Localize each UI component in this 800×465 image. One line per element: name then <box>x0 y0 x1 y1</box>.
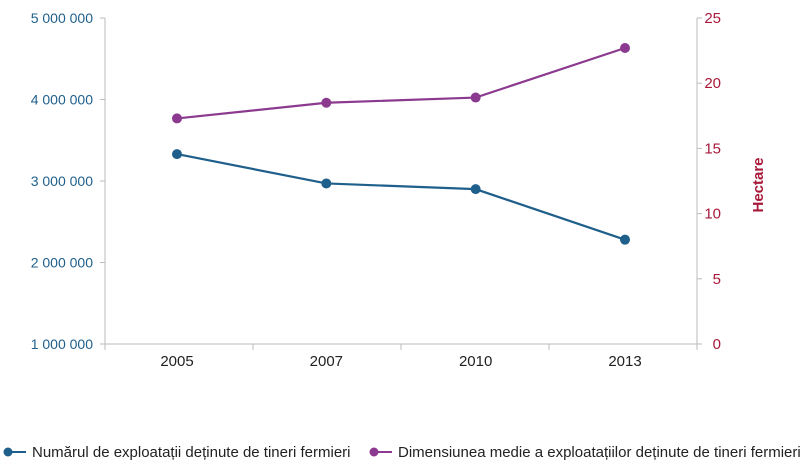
right-tick-label: 20 <box>704 75 721 92</box>
right-axis-title: Hectare <box>750 157 767 212</box>
tick-labels: 1 000 000 2 000 000 3 000 000 4 000 000 5 00… <box>31 10 767 370</box>
data-point <box>172 149 182 160</box>
axes <box>100 17 702 350</box>
x-tick-label: 2010 <box>459 353 492 370</box>
series-lines <box>172 42 630 245</box>
left-tick-label: 4 000 000 <box>31 92 93 108</box>
right-tick-label: 10 <box>704 206 721 223</box>
x-tick-label: 2013 <box>608 353 641 370</box>
series-line-1 <box>176 153 626 241</box>
left-tick-label: 2 000 000 <box>31 255 93 271</box>
right-tick-label: 15 <box>704 140 721 157</box>
x-tick-label: 2005 <box>160 353 193 370</box>
legend: Numărul de exploatații deținute de tiner… <box>3 444 800 461</box>
left-tick-label: 5 000 000 <box>31 10 93 26</box>
data-point <box>321 97 332 108</box>
right-tick-label: 0 <box>713 336 721 353</box>
data-point <box>470 184 481 195</box>
right-tick-label: 5 <box>713 271 721 288</box>
left-tick-label: 1 000 000 <box>31 336 93 352</box>
legend-marker <box>3 447 13 457</box>
legend-marker <box>369 447 379 457</box>
legend-label: Numărul de exploatații deținute de tiner… <box>32 444 351 461</box>
x-tick-label: 2007 <box>310 353 343 370</box>
data-point <box>620 42 630 53</box>
data-point <box>620 234 630 245</box>
data-point <box>172 113 182 124</box>
right-tick-label: 25 <box>704 10 721 27</box>
legend-label: Dimensiunea medie a exploatațiilor dețin… <box>398 444 800 461</box>
data-point <box>321 178 332 189</box>
left-tick-label: 3 000 000 <box>31 173 93 189</box>
series-line-2 <box>176 46 626 120</box>
data-point <box>470 92 481 103</box>
